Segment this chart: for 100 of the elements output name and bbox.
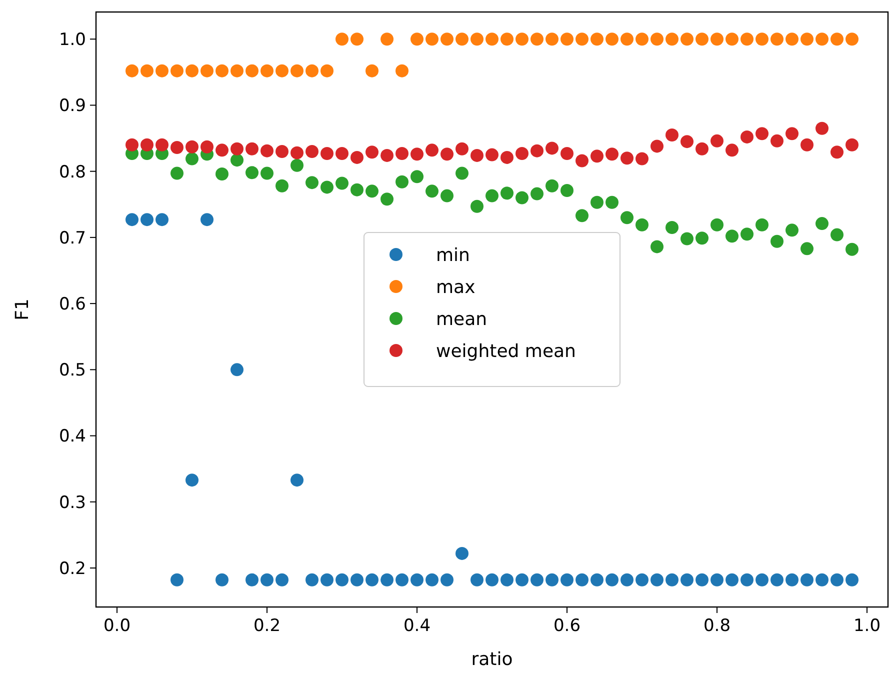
point [756,218,768,232]
point [366,184,378,198]
point [440,573,454,586]
point [710,134,724,148]
point [666,32,678,46]
point [276,573,288,586]
point [380,192,394,206]
point [426,32,438,46]
point [756,573,768,586]
point [666,573,678,586]
point [786,573,798,586]
point [710,32,724,46]
point [216,167,228,180]
point [410,573,424,586]
point [470,573,484,586]
point [710,573,724,586]
point [620,32,634,46]
legend-label: min [436,244,470,266]
point [726,32,738,46]
point [290,158,304,172]
point [800,573,814,586]
point [830,573,844,586]
point [830,228,844,242]
y-tick-label: 0.6 [58,294,86,314]
point [126,138,138,152]
point [396,64,408,78]
x-tick-label: 0.8 [703,616,731,636]
point [530,573,544,586]
point [200,213,214,226]
point [366,573,378,586]
point [186,140,198,154]
point [606,573,618,586]
y-axis-title: F1 [12,298,33,320]
point [260,166,274,180]
point [846,573,858,586]
point [426,184,438,198]
point [770,32,784,46]
point [636,573,648,586]
point [620,573,634,586]
point [650,32,664,46]
point [530,187,544,200]
point [156,138,168,152]
point [546,573,558,586]
point [560,184,574,197]
point [560,573,574,586]
point [620,152,634,165]
point [186,64,198,78]
point [440,189,454,202]
y-tick-label: 1.0 [58,30,86,50]
point [486,573,498,586]
point [320,180,334,194]
point [456,166,468,180]
point [366,64,378,78]
point [200,140,214,154]
point [246,64,258,78]
legend-label: weighted mean [436,340,576,362]
point [336,573,348,586]
point [560,146,574,160]
point [320,64,334,78]
x-tick-label: 0.2 [253,616,281,636]
point [186,152,198,166]
point [726,573,738,586]
point [800,242,814,256]
y-tick-label: 0.9 [58,96,86,116]
point [350,32,364,46]
point [666,221,678,234]
point [336,176,348,190]
point [770,134,784,148]
point [440,148,454,161]
point [846,32,858,46]
point [800,32,814,46]
point [246,142,258,156]
point [410,32,424,46]
y-tick-label: 0.4 [58,426,86,447]
point [786,127,798,140]
x-tick-label: 0.0 [103,616,131,636]
point [696,232,708,245]
point [696,142,708,156]
point [590,32,604,46]
x-tick-label: 1.0 [853,616,881,636]
point [710,218,724,232]
point [816,573,828,586]
point [216,64,228,78]
point [740,32,754,46]
y-tick-label: 0.7 [58,228,86,248]
point [396,573,408,586]
point [516,191,528,204]
point [740,228,754,241]
point [410,170,424,184]
point [846,242,858,256]
point [680,232,694,246]
point [786,224,798,237]
point [636,218,648,232]
point [516,573,528,586]
point [816,217,828,230]
point [230,64,244,78]
point [470,200,484,213]
point [516,32,528,46]
point [680,32,694,46]
point [486,189,498,202]
